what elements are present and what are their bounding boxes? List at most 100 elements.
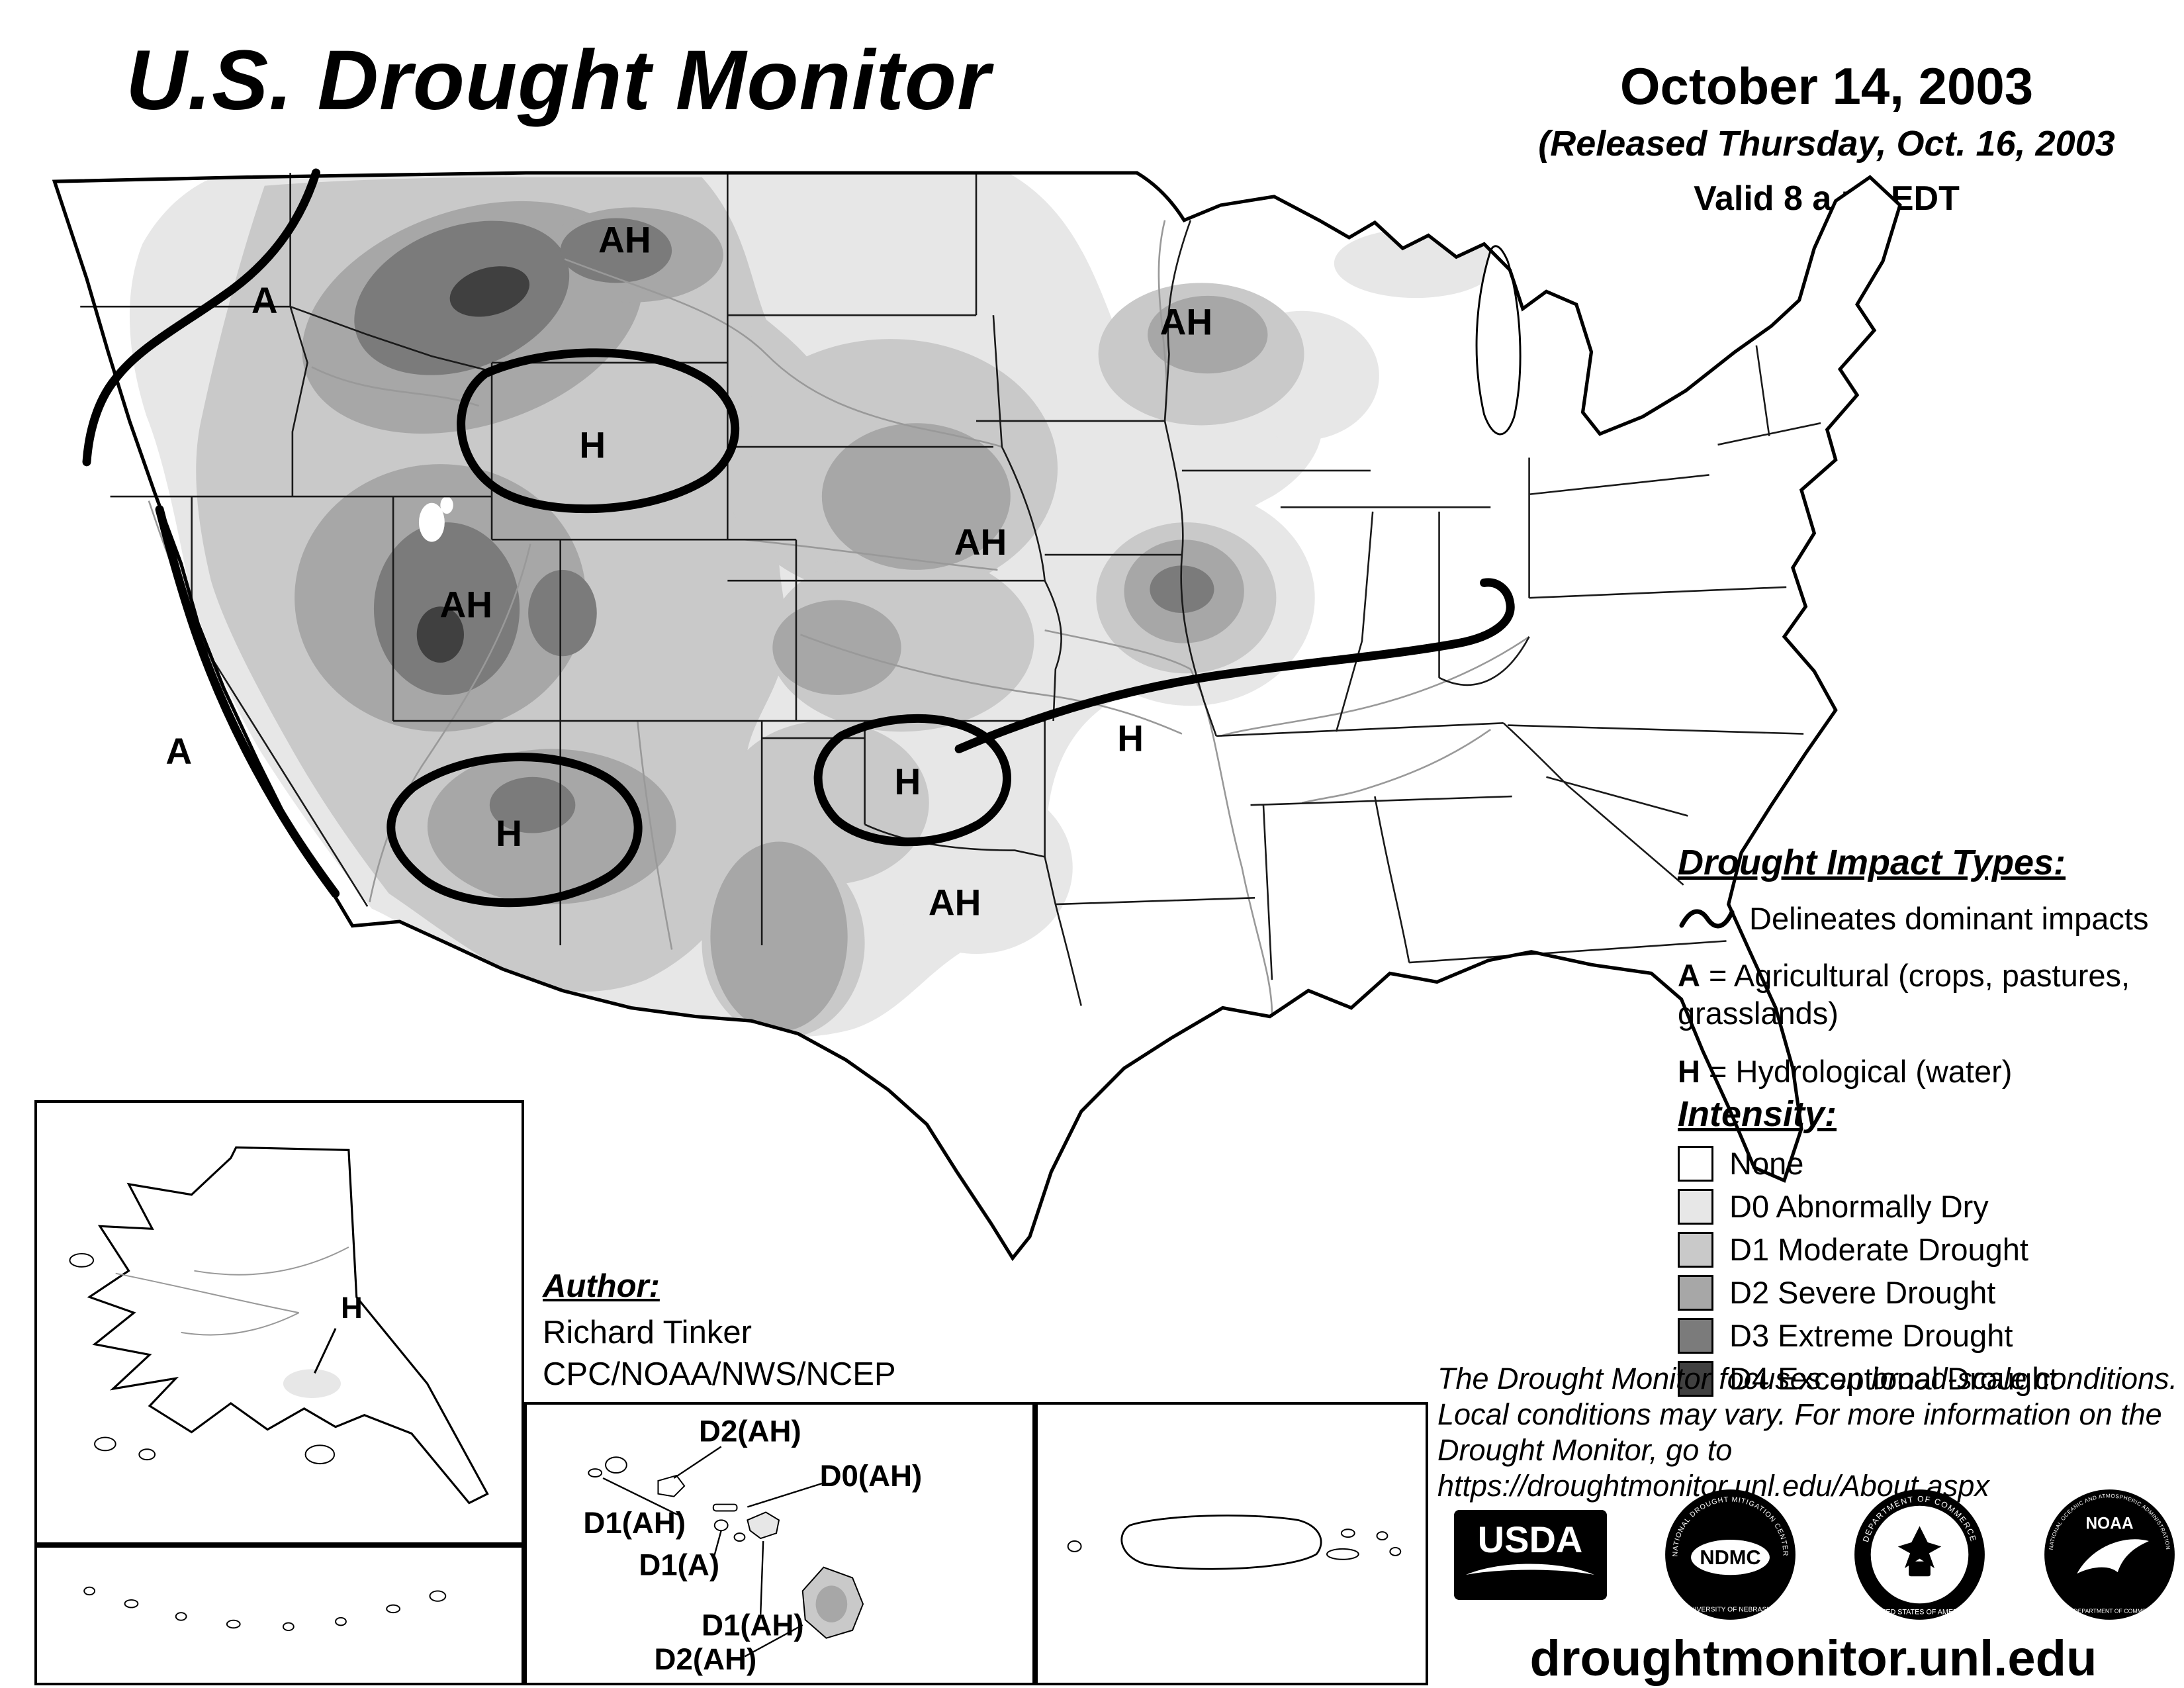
hawaii-label-left: D1(AH)	[583, 1506, 686, 1540]
big-island-d2-area	[815, 1585, 848, 1622]
oahu-island	[657, 1474, 686, 1497]
intensity-row-d1: D1 Moderate Drought	[1678, 1231, 2184, 1268]
intensity-label-d0: D0 Abnormally Dry	[1729, 1189, 1989, 1224]
disclaimer-line-1: The Drought Monitor focuses on broad-sca…	[1437, 1362, 2178, 1395]
lake-michigan	[1475, 245, 1522, 436]
date-block: October 14, 2003 (Released Thursday, Oct…	[1516, 56, 2138, 218]
alaska-island	[94, 1436, 116, 1452]
agricultural-key-text: = Agricultural (crops, pastures, grassla…	[1678, 958, 2130, 1031]
impact-delineation-lines	[82, 168, 1515, 908]
map-label-montana: AH	[598, 220, 651, 261]
aleutians-inset	[34, 1545, 524, 1685]
aleutian-islands	[83, 1586, 447, 1632]
intensity-label-d4: D4 Exceptional Drought	[1729, 1361, 2058, 1396]
maui-island	[747, 1511, 780, 1540]
molokai-island	[712, 1503, 738, 1512]
logo-row: USDA NATIONAL DROUGHT MITIGATION CENTER …	[1453, 1487, 2177, 1622]
map-label-pnw: A	[251, 280, 278, 321]
map-label-utah: AH	[439, 584, 492, 625]
ndmc-ring-text-bottom: UNIVERSITY OF NEBRASKA	[1685, 1607, 1776, 1614]
us-drought-map: A AH H AH AH AH A H H H AH	[52, 168, 1902, 1262]
alaska-inset: H	[34, 1100, 524, 1545]
usda-logo-text: USDA	[1478, 1519, 1583, 1560]
alaska-impact-label: H	[341, 1291, 363, 1325]
impact-line-oklahoma	[813, 714, 1011, 847]
delineates-text: Delineates dominant impacts	[1749, 901, 2149, 936]
site-url: droughtmonitor.unl.edu	[1529, 1630, 2097, 1687]
alaska-island	[138, 1448, 156, 1461]
commerce-eagle-emblem	[1898, 1526, 1942, 1568]
puerto-rico-outline	[1120, 1515, 1322, 1570]
valid-time: Valid 8 a.m. EDT	[1694, 179, 1960, 218]
release-date: (Released Thursday, Oct. 16, 2003	[1538, 124, 2115, 164]
noaa-bird	[2077, 1539, 2149, 1574]
lanai-island	[713, 1519, 729, 1532]
niihau-island	[588, 1468, 603, 1477]
intensity-label-none: None	[1729, 1146, 1804, 1181]
page-title: U.S. Drought Monitor	[126, 33, 991, 128]
author-org: CPC/NOAA/NWS/NCEP	[543, 1356, 896, 1393]
intensity-swatch-d3	[1678, 1317, 1713, 1354]
intensity-row-d4: D4 Exceptional Drought	[1678, 1360, 2184, 1397]
d4-layer	[416, 266, 529, 663]
agricultural-key: A = Agricultural (crops, pastures, grass…	[1678, 957, 2184, 1033]
intensity-swatch-d2	[1678, 1274, 1713, 1311]
alaska-d0-area	[283, 1369, 341, 1398]
hydrological-key-text: = Hydrological (water)	[1709, 1053, 2013, 1089]
report-date: October 14, 2003	[1619, 57, 2034, 115]
ndmc-oval	[1690, 1539, 1770, 1575]
map-label-california: A	[165, 731, 192, 772]
great-salt-lake	[418, 496, 453, 542]
puerto-rico-inset	[1035, 1402, 1428, 1685]
author-name: Richard Tinker	[543, 1314, 752, 1350]
impact-line-california	[155, 505, 340, 898]
hawaii-map: D2(AH) D1(AH) D0(AH) D1(A) D1(AH) D2(AH)	[583, 1415, 922, 1677]
intensity-row-d0: D0 Abnormally Dry	[1678, 1188, 2184, 1225]
commerce-logo: DEPARTMENT OF COMMERCE UNITED STATES OF …	[1854, 1489, 1985, 1620]
hawaii-inset: D2(AH) D1(AH) D0(AH) D1(A) D1(AH) D2(AH)	[524, 1402, 1035, 1685]
puerto-rico-islands	[1067, 1528, 1402, 1560]
hawaii-label-bottom: D2(AH)	[655, 1642, 757, 1676]
impact-labels: A AH H AH AH AH A H H H AH	[165, 220, 1212, 923]
disclaimer: The Drought Monitor focuses on broad-sca…	[1437, 1361, 2184, 1504]
impact-line-arizona	[387, 753, 643, 908]
hawaii-label-right: D0(AH)	[820, 1459, 923, 1493]
disclaimer-line-2: Local conditions may vary. For more info…	[1437, 1397, 2162, 1431]
alaska-map: H	[69, 1146, 489, 1505]
impact-line-missouri	[954, 578, 1515, 753]
ndmc-logo: NATIONAL DROUGHT MITIGATION CENTER NDMC …	[1664, 1489, 1796, 1620]
hawaii-label-mid: D1(A)	[639, 1548, 719, 1582]
ndmc-logo-text: NDMC	[1700, 1546, 1760, 1569]
intensity-swatch-d0	[1678, 1188, 1713, 1225]
map-label-upper-midwest: AH	[1160, 301, 1213, 342]
intensity-swatch-none	[1678, 1145, 1713, 1182]
us-outline	[52, 171, 1902, 1262]
intensity-swatch-d1	[1678, 1231, 1713, 1268]
hawaii-labels: D2(AH) D1(AH) D0(AH) D1(A) D1(AH) D2(AH)	[583, 1415, 922, 1677]
map-label-texas-oklahoma: AH	[929, 882, 981, 923]
agricultural-key-letter: A	[1678, 958, 1700, 993]
intensity-row-d3: D3 Extreme Drought	[1678, 1317, 2184, 1354]
alaska-island	[69, 1252, 95, 1268]
usda-logo: USDA	[1454, 1509, 1607, 1600]
alaska-outline	[87, 1146, 489, 1505]
delineation-line-icon	[1679, 909, 1735, 928]
hawaii-leader-lines	[602, 1446, 823, 1658]
impact-line-wyoming	[457, 348, 740, 514]
commerce-ring-text-bottom: UNITED STATES OF AMERICA	[1870, 1609, 1971, 1617]
author-heading: Author:	[543, 1268, 660, 1304]
kodiak-island	[304, 1444, 336, 1465]
aleutians-map	[83, 1586, 447, 1632]
intensity-row-none: None	[1678, 1145, 2184, 1182]
map-label-oklahoma: H	[894, 761, 921, 802]
impact-line-pnw	[82, 168, 320, 467]
alaska-rivers	[115, 1246, 349, 1336]
map-label-arizona: H	[496, 813, 522, 854]
hawaii-label-lower: D1(AH)	[702, 1609, 804, 1642]
impact-types-legend: Drought Impact Types: Delineates dominan…	[1678, 842, 2184, 1090]
hydrological-key-letter: H	[1678, 1053, 1700, 1089]
kahoolawe-island	[733, 1532, 746, 1542]
map-label-wyoming: H	[579, 424, 606, 465]
commerce-shield	[1909, 1561, 1931, 1577]
impact-types-title: Drought Impact Types:	[1678, 843, 2066, 882]
